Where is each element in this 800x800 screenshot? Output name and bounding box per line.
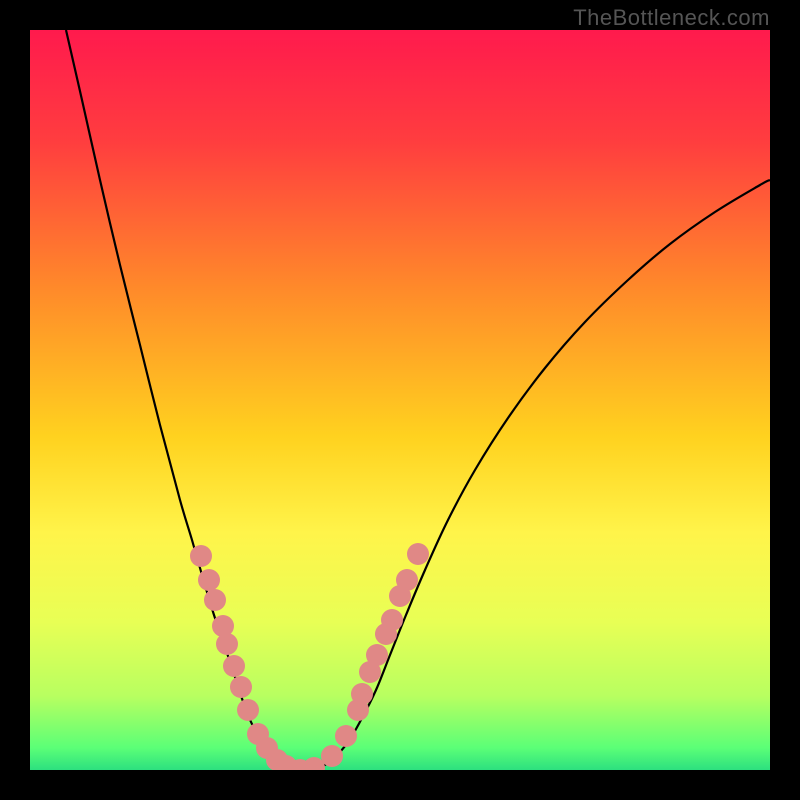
plot-area (30, 30, 770, 770)
watermark-text: TheBottleneck.com (573, 5, 770, 31)
curve-marker (366, 644, 388, 666)
curve-marker (190, 545, 212, 567)
curve-marker (396, 569, 418, 591)
curve-marker (198, 569, 220, 591)
curve-marker (335, 725, 357, 747)
curve-markers (190, 543, 429, 770)
curve-marker (216, 633, 238, 655)
curve-marker (237, 699, 259, 721)
curve-marker (204, 589, 226, 611)
curve-marker (351, 683, 373, 705)
bottleneck-curve (66, 30, 770, 770)
curve-marker (223, 655, 245, 677)
curve-marker (230, 676, 252, 698)
curve-layer (30, 30, 770, 770)
chart-frame: TheBottleneck.com (0, 0, 800, 800)
curve-marker (407, 543, 429, 565)
curve-marker (381, 609, 403, 631)
curve-marker (321, 745, 343, 767)
